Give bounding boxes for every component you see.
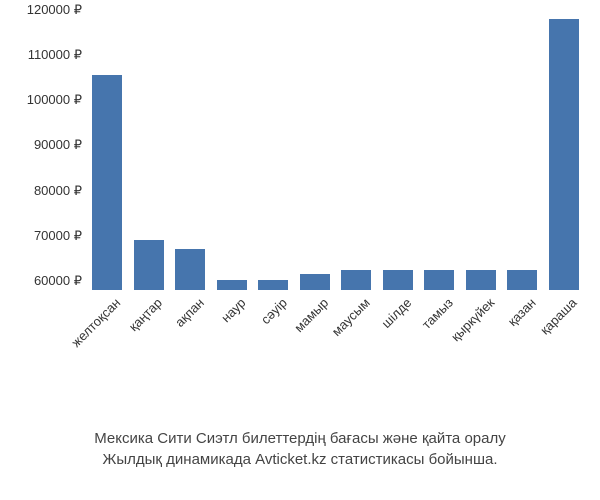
bar (92, 75, 122, 290)
x-axis-labels: желтоқсанқаңтарақпаннаурсәуірмамырмаусым… (92, 295, 592, 395)
y-axis: 60000 ₽ 70000 ₽ 80000 ₽ 90000 ₽ 100000 ₽ 1100… (0, 10, 90, 290)
bar (466, 270, 496, 290)
caption-line-1: Мексика Сити Сиэтл билеттердің бағасы жә… (0, 428, 600, 449)
x-tick-label: қараша (538, 295, 580, 337)
x-tick-label: шілде (378, 295, 414, 331)
bar (134, 240, 164, 290)
chart-caption: Мексика Сити Сиэтл билеттердің бағасы жә… (0, 428, 600, 470)
plot-area (92, 10, 592, 290)
bar (341, 270, 371, 290)
bar (175, 249, 205, 290)
x-tick-label: маусым (329, 295, 373, 339)
x-tick-label: мамыр (291, 295, 331, 335)
bar (383, 270, 413, 290)
bar (258, 280, 288, 290)
y-tick-label: 90000 ₽ (34, 137, 82, 153)
y-tick-label: 80000 ₽ (34, 183, 82, 199)
bar (424, 270, 454, 290)
bar (549, 19, 579, 290)
y-tick-label: 60000 ₽ (34, 273, 82, 289)
x-tick-label: қаңтар (126, 295, 165, 334)
y-tick-label: 100000 ₽ (27, 92, 82, 108)
bar (217, 280, 247, 290)
x-tick-label: тамыз (419, 295, 456, 332)
y-tick-label: 120000 ₽ (27, 2, 82, 18)
bar (507, 270, 537, 290)
x-tick-label: сәуір (258, 295, 290, 327)
x-tick-label: ақпан (172, 295, 207, 330)
x-tick-label: қыркүйек (448, 295, 497, 344)
caption-line-2: Жылдық динамикада Avticket.kz статистика… (0, 449, 600, 470)
bar (300, 274, 330, 290)
price-chart: 60000 ₽ 70000 ₽ 80000 ₽ 90000 ₽ 100000 ₽ 1100… (0, 10, 600, 360)
y-tick-label: 110000 ₽ (28, 47, 82, 63)
x-tick-label: наур (218, 295, 248, 325)
x-tick-label: қазан (505, 295, 539, 329)
y-tick-label: 70000 ₽ (34, 228, 82, 244)
x-tick-label: желтоқсан (69, 295, 124, 350)
